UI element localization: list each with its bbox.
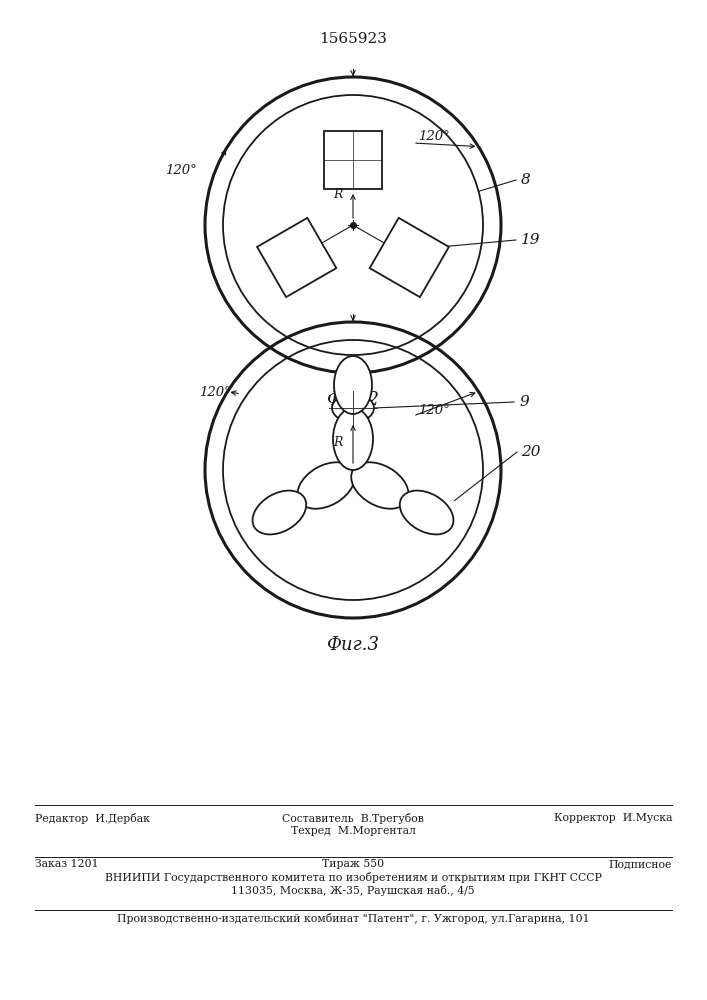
Ellipse shape bbox=[351, 462, 409, 509]
Ellipse shape bbox=[352, 466, 387, 493]
Text: 1565923: 1565923 bbox=[319, 32, 387, 46]
Polygon shape bbox=[370, 218, 449, 297]
Polygon shape bbox=[257, 218, 337, 297]
Ellipse shape bbox=[342, 432, 364, 470]
Text: 8: 8 bbox=[521, 173, 531, 187]
Text: 120°: 120° bbox=[165, 163, 197, 176]
Text: 120°: 120° bbox=[418, 130, 450, 143]
Polygon shape bbox=[324, 131, 382, 189]
Text: 120°: 120° bbox=[418, 403, 450, 416]
Text: 9: 9 bbox=[519, 395, 529, 409]
Text: Фиг.2: Фиг.2 bbox=[327, 391, 380, 409]
Ellipse shape bbox=[332, 394, 374, 422]
Ellipse shape bbox=[399, 491, 453, 534]
Text: Фиг.3: Фиг.3 bbox=[327, 636, 380, 654]
Ellipse shape bbox=[298, 462, 355, 509]
Text: R: R bbox=[334, 188, 343, 202]
Ellipse shape bbox=[333, 408, 373, 470]
Text: R: R bbox=[334, 436, 343, 448]
Ellipse shape bbox=[334, 356, 372, 414]
Ellipse shape bbox=[252, 491, 306, 534]
Text: Заказ 1201: Заказ 1201 bbox=[35, 859, 98, 869]
Text: 113035, Москва, Ж-35, Раушская наб., 4/5: 113035, Москва, Ж-35, Раушская наб., 4/5 bbox=[231, 885, 475, 896]
Text: 19: 19 bbox=[521, 233, 540, 247]
Text: Подписное: Подписное bbox=[609, 859, 672, 869]
Text: 120°: 120° bbox=[199, 385, 231, 398]
Text: Техред  М.Моргентал: Техред М.Моргентал bbox=[291, 826, 416, 836]
Text: Составитель  В.Трегубов: Составитель В.Трегубов bbox=[282, 813, 424, 824]
Ellipse shape bbox=[319, 466, 354, 493]
Text: ВНИИПИ Государственного комитета по изобретениям и открытиям при ГКНТ СССР: ВНИИПИ Государственного комитета по изоб… bbox=[105, 872, 602, 883]
Text: Тираж 550: Тираж 550 bbox=[322, 859, 384, 869]
Text: Редактор  И.Дербак: Редактор И.Дербак bbox=[35, 813, 150, 824]
Text: 20: 20 bbox=[521, 445, 540, 459]
Text: Корректор  И.Муска: Корректор И.Муска bbox=[554, 813, 672, 823]
Text: Производственно-издательский комбинат "Патент", г. Ужгород, ул.Гагарина, 101: Производственно-издательский комбинат "П… bbox=[117, 913, 590, 924]
